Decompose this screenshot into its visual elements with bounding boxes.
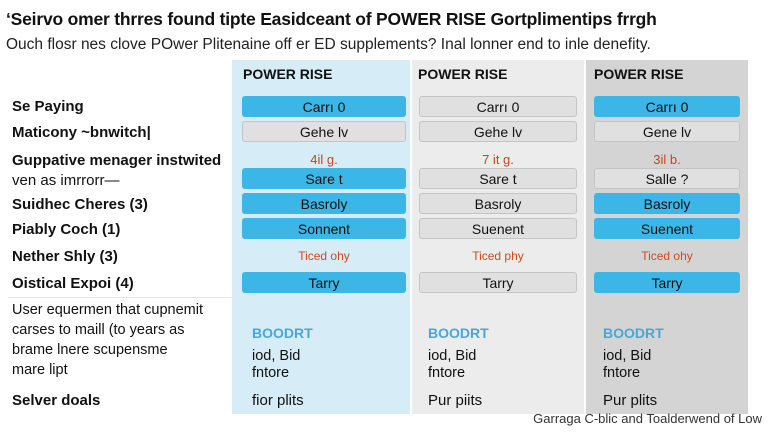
brand-logo-1: BOODRT xyxy=(252,325,313,341)
cell-3-3: Salle ? xyxy=(594,168,740,189)
row-label-5: Piably Coch (1) xyxy=(12,221,121,238)
cell-7-2: Tarry xyxy=(419,272,577,293)
cell-4-3: Basroly xyxy=(594,193,740,214)
cell-2-3: Gene lv xyxy=(594,121,740,142)
brand-logo-3: BOODRT xyxy=(603,325,664,341)
row-label-8-line-2: carses to maill (to years as xyxy=(12,322,185,338)
cell-9-1: fior plits xyxy=(252,392,304,409)
cell-5-2: Suenent xyxy=(419,218,577,239)
cell-6-2: Ticed phy xyxy=(472,249,524,263)
cell-3-3-top: 3il b. xyxy=(653,152,681,167)
cell-8-1: iod, Bid fntore xyxy=(252,348,300,382)
cell-2-2: Gehe lv xyxy=(419,121,577,142)
cell-4-1: Basroly xyxy=(242,193,406,214)
row-label-3b: ven as imrrorr— xyxy=(12,172,120,189)
row-label-6: Nether Shly (3) xyxy=(12,248,118,265)
row-label-8-line-4: mare lipt xyxy=(12,362,68,378)
row-label-4: Suidhec Cheres (3) xyxy=(12,196,148,213)
row-label-8-line-1: User equermen that cupnemit xyxy=(12,302,204,318)
row-label-8-line-3: brame lnere scupensme xyxy=(12,342,168,358)
cell-8-1-line-1: iod, Bid xyxy=(252,348,301,364)
cell-8-2: iod, Bid fntore xyxy=(428,348,476,382)
column-header-2: POWER RISE xyxy=(418,66,508,82)
cell-8-3-line-2: fntore xyxy=(603,365,641,381)
row-label-2: Maticony ~bnwitch| xyxy=(12,124,151,141)
cell-3-2: Sare t xyxy=(419,168,577,189)
row-label-7: Oistical Expoi (4) xyxy=(12,275,134,292)
cell-3-1-top: 4il g. xyxy=(310,152,338,167)
cell-3-1: Sare t xyxy=(242,168,406,189)
row-label-9: Selver doals xyxy=(12,392,101,409)
column-header-3: POWER RISE xyxy=(594,66,684,82)
cell-6-1: Ticed ohy xyxy=(298,249,350,263)
page-title: ‘Seirvo omer thrres found tipte Easidcea… xyxy=(6,9,657,29)
cell-8-3-line-1: iod, Bid xyxy=(603,348,652,364)
footer-caption: Garraga C-blic and Toalderwend of Low xyxy=(533,411,762,426)
cell-7-3: Tarry xyxy=(594,272,740,293)
cell-5-1: Sonnent xyxy=(242,218,406,239)
cell-8-3: iod, Bid fntore xyxy=(603,348,651,382)
cell-6-3: Ticed ohy xyxy=(641,249,693,263)
page-subtitle: Ouch flosr nes clove POwer Plitenaine of… xyxy=(6,36,651,53)
cell-2-1: Gehe lv xyxy=(242,121,406,142)
column-header-1: POWER RISE xyxy=(243,66,333,82)
row-label-3a: Guppative menager instwited xyxy=(12,152,222,169)
cell-9-3: Pur plits xyxy=(603,392,658,409)
cell-3-2-top: 7 it g. xyxy=(482,152,514,167)
row-label-8: User equermen that cupnemit carses to ma… xyxy=(12,302,203,379)
brand-logo-2: BOODRT xyxy=(428,325,489,341)
cell-1-1: Carrı 0 xyxy=(242,96,406,117)
cell-8-2-line-2: fntore xyxy=(428,365,466,381)
cell-9-2: Pur piits xyxy=(428,392,483,409)
cell-4-2: Basroly xyxy=(419,193,577,214)
cell-7-1: Tarry xyxy=(242,272,406,293)
row-divider xyxy=(8,297,234,298)
cell-1-2: Carrı 0 xyxy=(419,96,577,117)
cell-8-2-line-1: iod, Bid xyxy=(428,348,477,364)
cell-1-3: Carrı 0 xyxy=(594,96,740,117)
cell-8-1-line-2: fntore xyxy=(252,365,290,381)
row-label-1: Se Paying xyxy=(12,98,84,115)
cell-5-3: Suenent xyxy=(594,218,740,239)
